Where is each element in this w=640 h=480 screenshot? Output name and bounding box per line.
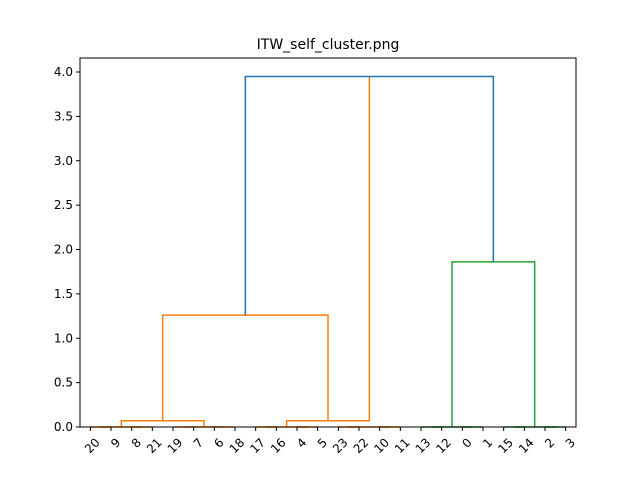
dendrogram-link [285,76,371,427]
x-tick-label: 18 [227,435,248,456]
x-tick-label: 12 [433,435,454,456]
x-tick-label: 1 [480,435,495,450]
x-tick-label: 10 [371,435,392,456]
y-tick-label: 2.0 [54,243,73,257]
dendrogram-link [120,420,205,427]
x-tick-label: 2 [542,435,557,450]
x-tick-label: 21 [144,435,165,456]
x-tick-label: 15 [495,435,516,456]
dendrogram-link [244,75,495,316]
x-tick-label: 9 [108,435,123,450]
dendrogram-link [161,314,329,421]
dendrogram-link [451,261,536,427]
x-tick-label: 13 [413,435,434,456]
x-tick-label: 5 [315,435,330,450]
dendrogram-links [90,75,566,428]
y-axis: 0.0 0.5 1.0 1.5 2.0 2.5 3.0 3.5 4.0 [54,65,80,434]
x-tick-label: 4 [294,435,309,450]
y-tick-label: 1.0 [54,331,73,345]
x-tick-label: 11 [392,435,413,456]
y-tick-label: 4.0 [54,65,73,79]
y-tick-label: 3.5 [54,109,73,123]
x-tick-label: 16 [268,435,289,456]
y-tick-label: 1.5 [54,287,73,301]
x-tick-label: 20 [82,435,103,456]
y-tick-label: 0.0 [54,420,73,434]
y-tick-label: 2.5 [54,198,73,212]
x-tick-label: 22 [351,435,372,456]
x-tick-label: 14 [516,435,537,456]
x-tick-label: 0 [459,435,474,450]
y-tick-label: 3.0 [54,154,73,168]
x-tick-label: 6 [211,435,226,450]
y-tick-label: 0.5 [54,376,73,390]
x-tick-label: 3 [563,435,578,450]
x-tick-label: 7 [191,435,206,450]
x-tick-label: 19 [165,435,186,456]
x-tick-label: 8 [129,435,144,450]
x-tick-label: 23 [330,435,351,456]
x-tick-label: 17 [247,435,268,456]
x-axis: 20 9 8 21 19 7 6 18 17 16 4 5 23 22 10 11 13 12 0 1 15 14 2 3 [82,427,578,456]
chart-title: ITW_self_cluster.png [257,37,400,53]
plot-frame [79,57,577,428]
